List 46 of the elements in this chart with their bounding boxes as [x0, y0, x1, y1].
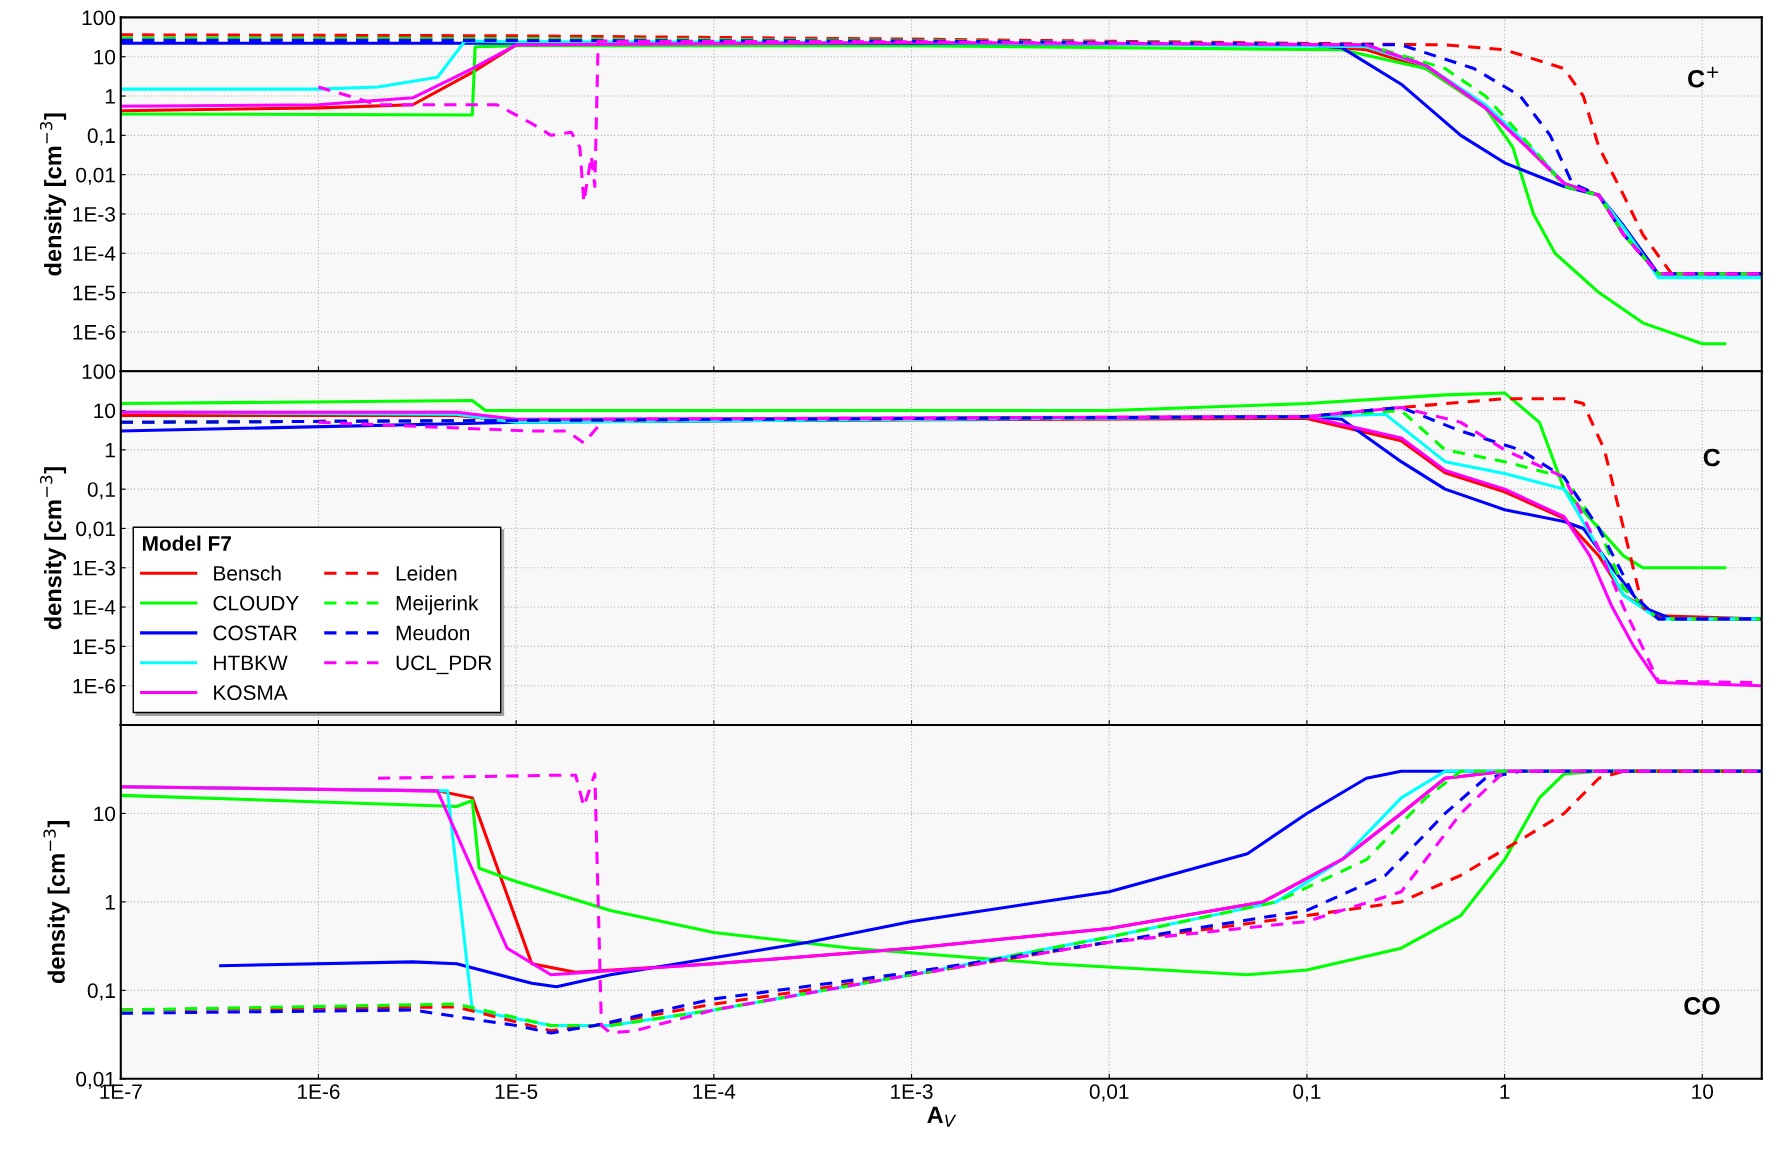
legend-label: Bensch	[214, 565, 281, 581]
x-tick-label: 1E-5	[495, 1084, 538, 1099]
legend-label: UCL_PDR	[396, 655, 492, 675]
legend-label: HTBKW	[214, 655, 288, 671]
x-tick-label: 1	[1500, 1084, 1510, 1099]
y-axis-title: density [cm$^{−3}$]	[43, 821, 70, 984]
y-tick-label: 1	[105, 89, 115, 104]
y-tick-label: 100	[82, 10, 116, 26]
y-tick-label: 1E-6	[73, 678, 115, 694]
y-tick-label: 1E-5	[73, 639, 116, 655]
y-tick-label: 1E-6	[73, 324, 115, 340]
x-axis-title: A$_{V}$	[927, 1106, 957, 1127]
x-tick-label: 1E-3	[891, 1084, 933, 1099]
x-tick-label: 1E-4	[693, 1084, 736, 1099]
y-axis-title: density [cm$^{−3}$]	[39, 113, 67, 276]
x-tick-label: 1E-6	[298, 1084, 340, 1099]
x-tick-label: 0,01	[1089, 1084, 1129, 1102]
legend-title: Model F7	[142, 535, 231, 551]
y-tick-label: 1E-3	[73, 560, 115, 576]
y-tick-label: 10	[94, 806, 116, 822]
y-tick-label: 1E-5	[73, 285, 116, 301]
legend-label: Meudon	[396, 625, 470, 641]
legend-label: COSTAR	[213, 625, 297, 641]
y-tick-label: 1	[105, 443, 115, 458]
y-tick-label: 100	[82, 364, 116, 379]
y-axis-title: density [cm$^{−3}$]	[39, 467, 67, 630]
y-tick-label: 0,1	[87, 983, 115, 1001]
y-tick-label: 0,1	[87, 482, 115, 500]
y-tick-label: 1	[105, 895, 115, 910]
annotation: C$^{+}$	[1688, 66, 1719, 88]
legend-label: CLOUDY	[213, 595, 299, 611]
annotation: C	[1703, 448, 1721, 467]
y-tick-label: 10	[94, 403, 116, 419]
y-tick-label: 0,1	[87, 128, 115, 146]
y-tick-label: 1E-4	[73, 246, 116, 261]
legend-label: Leiden	[396, 565, 457, 581]
legend-label: Meijerink	[396, 595, 479, 615]
y-tick-label: 1E-3	[73, 206, 115, 222]
y-tick-label: 1E-4	[73, 600, 116, 615]
y-tick-label: 0,01	[76, 521, 115, 539]
annotation: CO	[1684, 997, 1720, 1015]
legend-label: KOSMA	[214, 685, 288, 701]
y-tick-label: 10	[94, 49, 116, 65]
x-tick-label: 0,1	[1293, 1084, 1321, 1102]
x-tick-label: 10	[1692, 1084, 1714, 1099]
y-tick-label: 0,01	[76, 167, 115, 185]
